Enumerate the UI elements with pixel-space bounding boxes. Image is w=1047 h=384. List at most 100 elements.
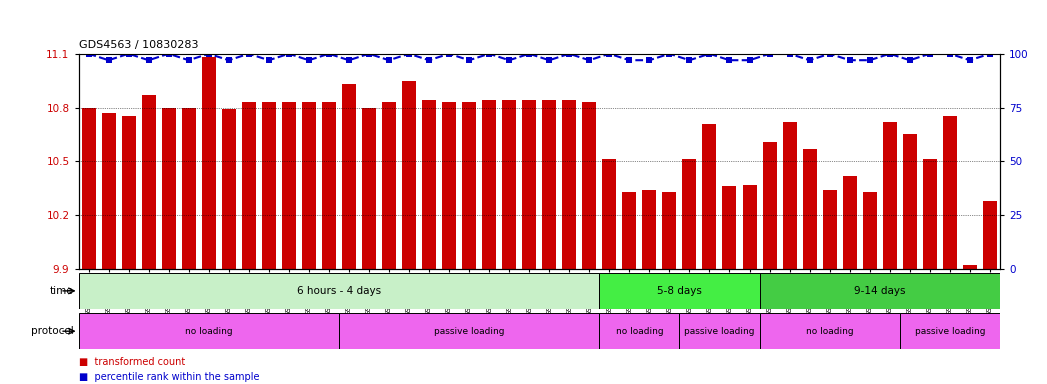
Point — [220, 57, 237, 63]
Bar — [582, 102, 597, 269]
Bar — [863, 192, 876, 269]
Text: passive loading: passive loading — [433, 327, 505, 336]
Bar — [462, 102, 476, 269]
Point — [741, 57, 758, 63]
Bar — [562, 100, 576, 269]
Bar — [722, 186, 736, 269]
Point — [140, 57, 157, 63]
Bar — [762, 142, 777, 269]
Bar — [242, 102, 255, 269]
Text: 9-14 days: 9-14 days — [854, 286, 906, 296]
Point — [821, 51, 838, 57]
Bar — [602, 159, 617, 269]
Bar — [823, 190, 837, 269]
Point — [801, 57, 818, 63]
Bar — [643, 190, 656, 269]
Bar — [321, 102, 336, 269]
Bar — [482, 100, 496, 269]
Bar — [742, 185, 757, 269]
Bar — [442, 102, 456, 269]
Bar — [599, 273, 759, 309]
Point — [120, 51, 137, 57]
Point — [401, 51, 418, 57]
Bar — [942, 116, 957, 269]
Bar — [803, 149, 817, 269]
Text: no loading: no loading — [806, 327, 853, 336]
Point — [520, 51, 537, 57]
Bar — [339, 313, 599, 349]
Bar — [503, 100, 516, 269]
Text: time: time — [49, 286, 73, 296]
Point — [621, 57, 638, 63]
Point — [721, 57, 738, 63]
Bar — [703, 124, 716, 269]
Point — [481, 51, 497, 57]
Point — [882, 51, 898, 57]
Point — [781, 51, 798, 57]
Bar — [79, 273, 599, 309]
Point — [381, 57, 398, 63]
Bar — [782, 122, 797, 269]
Bar — [121, 116, 136, 269]
Bar — [182, 108, 196, 269]
Point — [661, 51, 677, 57]
Bar — [983, 201, 997, 269]
Bar — [382, 102, 396, 269]
Point — [320, 51, 337, 57]
Point — [340, 57, 357, 63]
Point — [641, 57, 658, 63]
Point — [461, 57, 477, 63]
Bar — [522, 100, 536, 269]
Point — [601, 51, 618, 57]
Point — [541, 57, 558, 63]
Bar — [202, 57, 216, 269]
Point — [681, 57, 697, 63]
Bar — [903, 134, 917, 269]
Point — [360, 51, 377, 57]
Point — [761, 51, 778, 57]
Point — [441, 51, 458, 57]
Bar — [922, 159, 937, 269]
Point — [941, 51, 958, 57]
Bar — [82, 108, 95, 269]
Bar — [141, 95, 156, 269]
Text: 5-8 days: 5-8 days — [656, 286, 701, 296]
Bar — [899, 313, 1000, 349]
Bar — [622, 192, 637, 269]
Point — [561, 51, 578, 57]
Point — [281, 51, 297, 57]
Point — [241, 51, 258, 57]
Point — [261, 57, 277, 63]
Point — [842, 57, 859, 63]
Text: 6 hours - 4 days: 6 hours - 4 days — [297, 286, 381, 296]
Bar — [683, 159, 696, 269]
Bar — [342, 84, 356, 269]
Point — [160, 51, 177, 57]
Point — [500, 57, 517, 63]
Bar — [282, 102, 296, 269]
Text: no loading: no loading — [616, 327, 663, 336]
Point — [901, 57, 918, 63]
Point — [581, 57, 598, 63]
Bar — [599, 313, 680, 349]
Bar — [79, 313, 339, 349]
Bar — [759, 313, 899, 349]
Point — [421, 57, 438, 63]
Point — [81, 51, 97, 57]
Bar — [362, 108, 376, 269]
Bar — [262, 102, 275, 269]
Bar — [542, 100, 556, 269]
Text: GDS4563 / 10830283: GDS4563 / 10830283 — [79, 40, 198, 50]
Bar — [663, 192, 676, 269]
Point — [961, 57, 978, 63]
Bar — [222, 109, 236, 269]
Bar — [680, 313, 759, 349]
Point — [862, 57, 878, 63]
Text: no loading: no loading — [185, 327, 232, 336]
Point — [921, 51, 938, 57]
Text: passive loading: passive loading — [685, 327, 755, 336]
Text: ■  percentile rank within the sample: ■ percentile rank within the sample — [79, 372, 259, 382]
Point — [701, 51, 718, 57]
Bar — [161, 108, 176, 269]
Text: ■  transformed count: ■ transformed count — [79, 357, 184, 367]
